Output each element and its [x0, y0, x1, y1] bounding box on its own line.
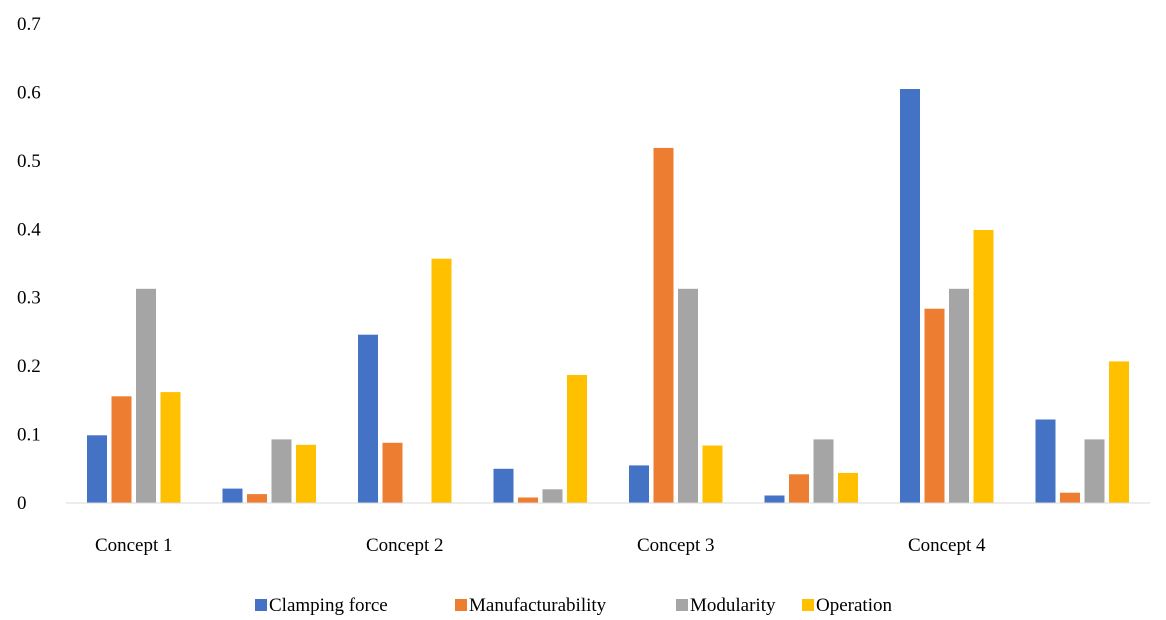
y-tick-label: 0.2: [17, 356, 41, 377]
bar-modularity: [271, 439, 292, 503]
bar-clamping-force: [87, 435, 107, 503]
y-tick-label: 0: [17, 493, 27, 514]
legend-label: Operation: [816, 595, 892, 616]
bars: [87, 89, 1129, 503]
bar-clamping-force: [358, 334, 378, 503]
legend-swatch: [676, 599, 688, 611]
bar-modularity: [813, 439, 834, 503]
legend: Clamping force Manufacturability Modularit…: [255, 595, 892, 616]
bar-clamping-force: [1035, 419, 1056, 503]
x-category-label: Concept 3: [637, 535, 715, 556]
legend-swatch: [455, 599, 467, 611]
bar-operation: [838, 472, 858, 503]
y-axis-ticks: 0 0.1 0.2 0.3 0.4 0.5 0.6 0.7: [17, 14, 41, 514]
bar-modularity: [678, 288, 698, 503]
x-axis-labels: Concept 1 Concept 2 Concept 3 Concept 4: [95, 535, 986, 556]
bar-manufacturability: [924, 308, 945, 503]
bar-operation: [1109, 361, 1129, 503]
legend-swatch: [255, 599, 267, 611]
bar-modularity: [542, 489, 563, 503]
legend-swatch: [802, 599, 814, 611]
y-tick-label: 0.6: [17, 82, 41, 103]
bar-manufacturability: [382, 442, 403, 503]
legend-label: Manufacturability: [469, 595, 607, 616]
bar-operation: [702, 445, 723, 503]
bar-operation: [431, 258, 452, 503]
bar-operation: [296, 444, 316, 503]
bar-manufacturability: [111, 396, 132, 503]
x-category-label: Concept 2: [366, 535, 444, 556]
bar-modularity: [136, 288, 156, 503]
bar-clamping-force: [900, 89, 920, 503]
bar-clamping-force: [222, 488, 243, 503]
bar-manufacturability: [653, 147, 674, 503]
bar-clamping-force: [764, 495, 785, 503]
bar-manufacturability: [1060, 492, 1080, 503]
bar-modularity: [1084, 439, 1105, 503]
bar-manufacturability: [247, 494, 267, 503]
bar-manufacturability: [789, 474, 809, 503]
bar-clamping-force: [629, 465, 649, 503]
y-tick-label: 0.4: [17, 219, 41, 240]
legend-label: Clamping force: [269, 595, 388, 616]
y-tick-label: 0.7: [17, 14, 41, 35]
bar-clamping-force: [493, 468, 514, 503]
y-tick-label: 0.1: [17, 425, 41, 446]
bar-modularity: [949, 288, 969, 503]
y-tick-label: 0.5: [17, 151, 41, 172]
bar-operation: [973, 230, 994, 503]
x-category-label: Concept 1: [95, 535, 173, 556]
legend-label: Modularity: [690, 595, 776, 616]
x-category-label: Concept 4: [908, 535, 986, 556]
bar-operation: [160, 392, 181, 503]
bar-manufacturability: [518, 497, 538, 503]
y-tick-label: 0.3: [17, 288, 41, 309]
bar-operation: [567, 375, 587, 503]
